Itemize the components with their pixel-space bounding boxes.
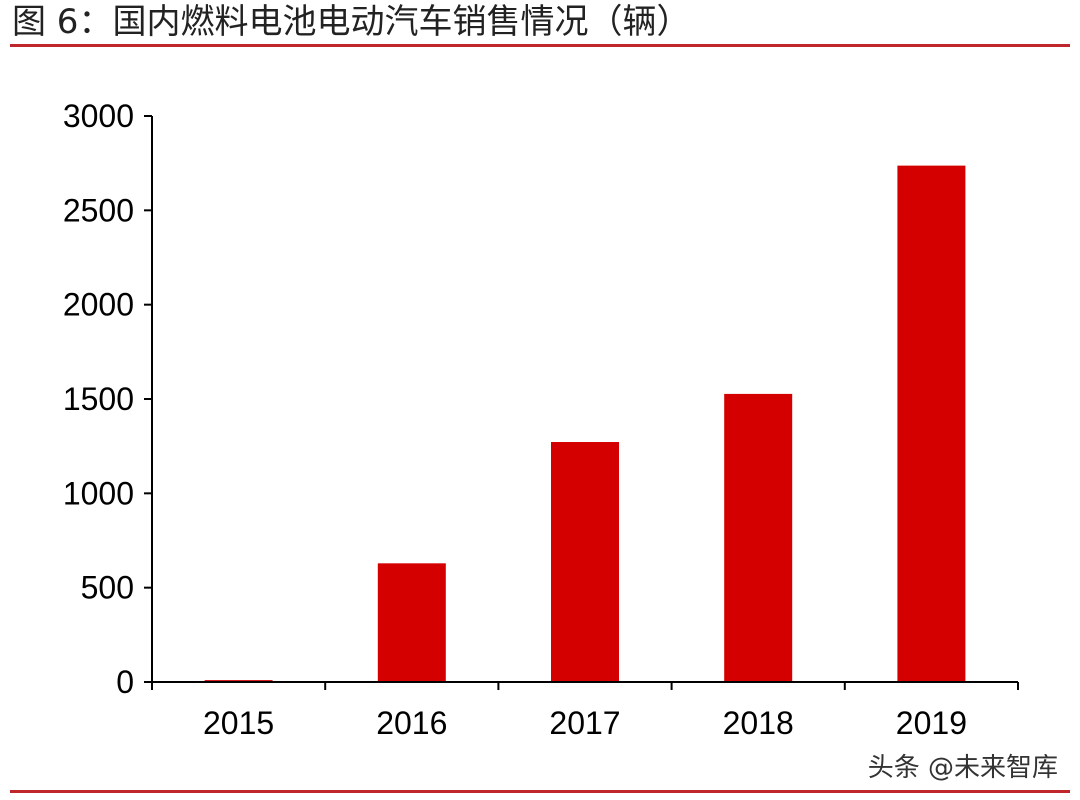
y-tick-label: 2500 [63, 192, 134, 228]
bar-2016 [377, 563, 446, 682]
bar-2019 [897, 165, 966, 683]
bar-2018 [724, 393, 793, 682]
title-divider [10, 44, 1070, 47]
y-tick-label: 2000 [63, 287, 134, 323]
x-tick-label: 2015 [203, 705, 274, 741]
x-tick-label: 2016 [376, 705, 447, 741]
y-tick-label: 0 [116, 664, 134, 700]
x-tick-label: 2018 [723, 705, 794, 741]
bar-2017 [551, 442, 619, 682]
y-tick-label: 1000 [63, 475, 134, 511]
y-tick-label: 1500 [63, 381, 134, 417]
watermark-text: 头条 @未来智库 [867, 753, 1058, 783]
y-tick-label: 3000 [63, 98, 134, 134]
y-tick-label: 500 [81, 570, 134, 606]
x-tick-label: 2019 [896, 705, 967, 741]
chart-title: 图 6：国内燃料电池电动汽车销售情况（辆） [12, 2, 691, 42]
footer-divider [10, 790, 1070, 793]
x-tick-label: 2017 [549, 705, 620, 741]
